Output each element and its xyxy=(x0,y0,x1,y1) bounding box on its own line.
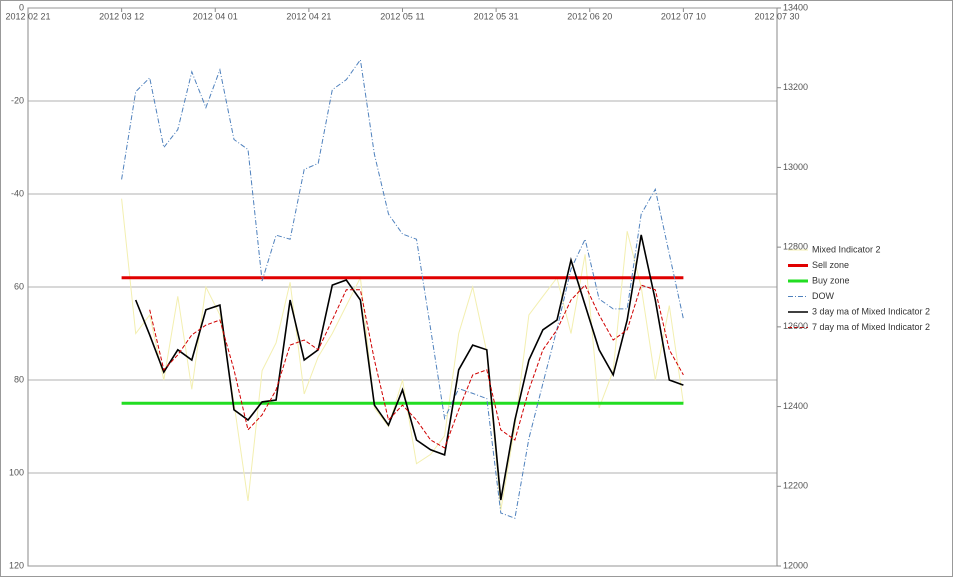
legend-label: Mixed Indicator 2 xyxy=(812,244,881,254)
y-tick-label: 0 xyxy=(19,2,24,12)
legend: Mixed Indicator 2 Sell zone Buy zone DOW 3 d… xyxy=(788,244,930,332)
series-line xyxy=(134,234,684,501)
legend-label: DOW xyxy=(812,291,835,301)
x-tick-label: 2012 06 20 xyxy=(567,11,612,21)
y-tick-label: 100 xyxy=(9,467,24,477)
series-line xyxy=(121,198,684,511)
series-line xyxy=(121,58,684,519)
y-tick-label: -40 xyxy=(11,188,24,198)
y-tick-label: 120 xyxy=(9,560,24,570)
x-tick-label: 2012 04 01 xyxy=(193,11,238,21)
y-tick-label: 60 xyxy=(14,281,24,291)
y2-tick-label: 13000 xyxy=(783,162,808,172)
y2-tick-label: 12400 xyxy=(783,401,808,411)
x-tick-label: 2012 07 10 xyxy=(661,11,706,21)
x-tick-label: 2012 04 21 xyxy=(286,11,331,21)
y-tick-label: -20 xyxy=(11,95,24,105)
x-tick-label: 2012 05 31 xyxy=(474,11,519,21)
legend-label: 3 day ma of Mixed Indicator 2 xyxy=(812,306,930,316)
y2-tick-label: 12200 xyxy=(783,481,808,491)
x-tick-label: 2012 05 11 xyxy=(380,11,424,21)
y2-tick-label: 12600 xyxy=(783,321,808,331)
legend-label: 7 day ma of Mixed Indicator 2 xyxy=(812,322,930,332)
legend-label: Sell zone xyxy=(812,260,849,270)
y2-tick-label: 13400 xyxy=(783,2,808,12)
x-tick-label: 2012 07 30 xyxy=(754,11,799,21)
y-tick-label: 80 xyxy=(14,374,24,384)
legend-label: Buy zone xyxy=(812,275,850,285)
series-line xyxy=(149,284,684,449)
y2-tick-label: 12000 xyxy=(783,560,808,570)
y2-tick-label: 12800 xyxy=(783,242,808,252)
x-tick-label: 2012 02 21 xyxy=(5,11,50,21)
y2-tick-label: 13200 xyxy=(783,82,808,92)
x-tick-label: 2012 03 12 xyxy=(99,11,144,21)
